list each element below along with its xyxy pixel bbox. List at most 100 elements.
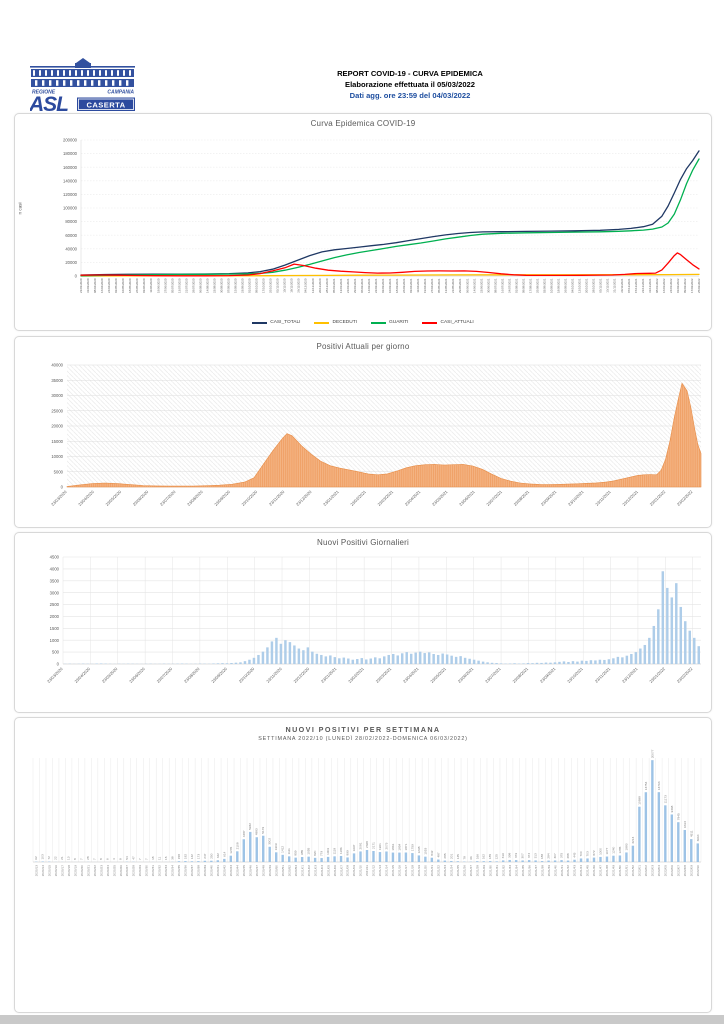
svg-text:313: 313 bbox=[534, 853, 538, 858]
svg-text:872: 872 bbox=[592, 850, 596, 855]
svg-text:2368: 2368 bbox=[365, 841, 369, 848]
svg-text:23/04/2021: 23/04/2021 bbox=[404, 489, 422, 507]
svg-text:319: 319 bbox=[501, 853, 505, 858]
svg-text:1009: 1009 bbox=[326, 848, 330, 855]
svg-text:2020/47: 2020/47 bbox=[255, 865, 259, 876]
svg-text:2021/32: 2021/32 bbox=[501, 865, 505, 876]
svg-text:7: 7 bbox=[144, 858, 148, 860]
svg-text:1118: 1118 bbox=[333, 848, 337, 855]
logo-asl-label: ASL bbox=[30, 93, 68, 112]
svg-text:2021/41: 2021/41 bbox=[560, 865, 564, 876]
svg-text:2020/42: 2020/42 bbox=[223, 865, 227, 876]
svg-text:04/12/2020: 04/12/2020 bbox=[304, 278, 308, 293]
svg-text:2021/13: 2021/13 bbox=[378, 865, 382, 876]
svg-text:40000: 40000 bbox=[51, 363, 63, 368]
svg-text:23/02/2022: 23/02/2022 bbox=[676, 666, 694, 684]
legend-item-guariti: GUARITI bbox=[371, 320, 408, 325]
svg-text:28: 28 bbox=[86, 856, 90, 860]
svg-text:23/06/2020: 23/06/2020 bbox=[132, 489, 150, 507]
svg-text:2021/19: 2021/19 bbox=[417, 865, 421, 876]
svg-text:29/11/2021: 29/11/2021 bbox=[620, 278, 624, 293]
svg-text:2020/23: 2020/23 bbox=[99, 865, 103, 876]
svg-text:2020/35: 2020/35 bbox=[177, 865, 181, 876]
svg-text:23/02/2022: 23/02/2022 bbox=[676, 489, 694, 507]
svg-text:842: 842 bbox=[430, 850, 434, 855]
svg-text:01/10/2020: 01/10/2020 bbox=[248, 278, 252, 293]
svg-text:80000: 80000 bbox=[65, 219, 77, 224]
svg-text:60000: 60000 bbox=[65, 233, 77, 238]
svg-text:3213: 3213 bbox=[631, 837, 635, 844]
panel-nuovi-positivi-settimana: NUOVI POSITIVI PER SETTIMANA SETTIMANA 2… bbox=[14, 717, 712, 1013]
svg-text:100000: 100000 bbox=[63, 206, 78, 211]
svg-text:1909: 1909 bbox=[274, 843, 278, 850]
svg-text:5179: 5179 bbox=[261, 827, 265, 834]
svg-text:2021/26: 2021/26 bbox=[462, 865, 466, 876]
svg-text:23/05/2020: 23/05/2020 bbox=[104, 489, 122, 507]
svg-text:78: 78 bbox=[462, 856, 466, 860]
svg-text:284: 284 bbox=[547, 853, 551, 858]
svg-text:2021/52: 2021/52 bbox=[631, 865, 635, 876]
svg-text:2021/45: 2021/45 bbox=[586, 865, 590, 876]
svg-text:21/05/2021: 21/05/2021 bbox=[451, 278, 455, 293]
report-header: REPORT COVID-19 - CURVA EPIDEMICA Elabor… bbox=[290, 68, 530, 101]
svg-text:2020/14: 2020/14 bbox=[41, 865, 45, 876]
svg-text:166: 166 bbox=[475, 854, 479, 859]
report-data-update: Dati agg. ore 23:59 del 04/03/2022 bbox=[349, 91, 471, 100]
svg-text:23/01/2022: 23/01/2022 bbox=[649, 489, 667, 507]
svg-text:2021/47: 2021/47 bbox=[599, 865, 603, 876]
svg-text:23/04/2021: 23/04/2021 bbox=[402, 666, 420, 684]
svg-text:6313: 6313 bbox=[683, 821, 687, 828]
svg-text:27/06/2020: 27/06/2020 bbox=[163, 278, 167, 293]
svg-text:614: 614 bbox=[222, 851, 226, 856]
svg-text:23/03/2020: 23/03/2020 bbox=[50, 489, 68, 507]
svg-text:24/07/2021: 24/07/2021 bbox=[507, 278, 511, 293]
svg-text:26/03/2021: 26/03/2021 bbox=[402, 278, 406, 293]
chart1-canvas: 0 20000 40000 60000 80000 100000 120000 140000 1… bbox=[63, 138, 701, 293]
svg-text:158: 158 bbox=[177, 854, 181, 859]
svg-text:23/12/2020: 23/12/2020 bbox=[292, 666, 310, 684]
svg-text:23/08/2021: 23/08/2021 bbox=[513, 489, 531, 507]
svg-text:3664: 3664 bbox=[696, 834, 700, 841]
svg-text:20/10/2021: 20/10/2021 bbox=[585, 278, 589, 293]
svg-text:54: 54 bbox=[125, 856, 129, 860]
svg-text:2021/24: 2021/24 bbox=[450, 865, 454, 876]
logo-campania-label: CAMPANIA bbox=[107, 90, 134, 96]
svg-text:2021/40: 2021/40 bbox=[553, 865, 557, 876]
svg-text:2020/29: 2020/29 bbox=[138, 865, 142, 876]
svg-text:11: 11 bbox=[157, 856, 161, 859]
guariti-swatch bbox=[371, 321, 387, 324]
svg-text:23/05/2021: 23/05/2021 bbox=[429, 666, 447, 684]
svg-text:25/02/2022: 25/02/2022 bbox=[697, 278, 701, 293]
svg-text:2022/09: 2022/09 bbox=[689, 865, 693, 876]
svg-text:2021/25: 2021/25 bbox=[456, 865, 460, 876]
svg-text:23/10/2021: 23/10/2021 bbox=[566, 666, 584, 684]
svg-text:2022/05: 2022/05 bbox=[664, 865, 668, 876]
svg-text:2021/15: 2021/15 bbox=[391, 865, 395, 876]
svg-text:23/04/2020: 23/04/2020 bbox=[77, 489, 95, 507]
svg-text:3000: 3000 bbox=[50, 590, 60, 595]
svg-text:31/03/2020: 31/03/2020 bbox=[86, 278, 90, 293]
svg-text:2020/38: 2020/38 bbox=[197, 865, 201, 876]
svg-text:1854: 1854 bbox=[397, 843, 401, 850]
svg-text:2020/33: 2020/33 bbox=[164, 865, 168, 876]
svg-text:10000: 10000 bbox=[51, 454, 63, 459]
svg-text:120000: 120000 bbox=[63, 192, 78, 197]
svg-text:2021/03: 2021/03 bbox=[313, 865, 317, 876]
svg-text:703: 703 bbox=[586, 851, 590, 856]
legend-label: CASI_TOTALI bbox=[270, 320, 301, 325]
legend-label: DECEDUTI bbox=[332, 320, 358, 325]
svg-text:2021/09: 2021/09 bbox=[352, 865, 356, 876]
svg-text:2021/08: 2021/08 bbox=[346, 865, 350, 876]
svg-text:374: 374 bbox=[527, 853, 531, 858]
svg-text:23/03/2021: 23/03/2021 bbox=[375, 666, 393, 684]
svg-text:285: 285 bbox=[443, 853, 447, 858]
svg-text:19/06/2020: 19/06/2020 bbox=[156, 278, 160, 293]
svg-text:1697: 1697 bbox=[352, 844, 356, 851]
svg-text:23/09/2021: 23/09/2021 bbox=[539, 666, 557, 684]
svg-text:30/06/2021: 30/06/2021 bbox=[486, 278, 490, 293]
svg-text:1500: 1500 bbox=[50, 626, 60, 631]
svg-text:3002: 3002 bbox=[268, 838, 272, 845]
svg-text:2021/36: 2021/36 bbox=[527, 865, 531, 876]
svg-text:2022/04: 2022/04 bbox=[657, 865, 661, 876]
